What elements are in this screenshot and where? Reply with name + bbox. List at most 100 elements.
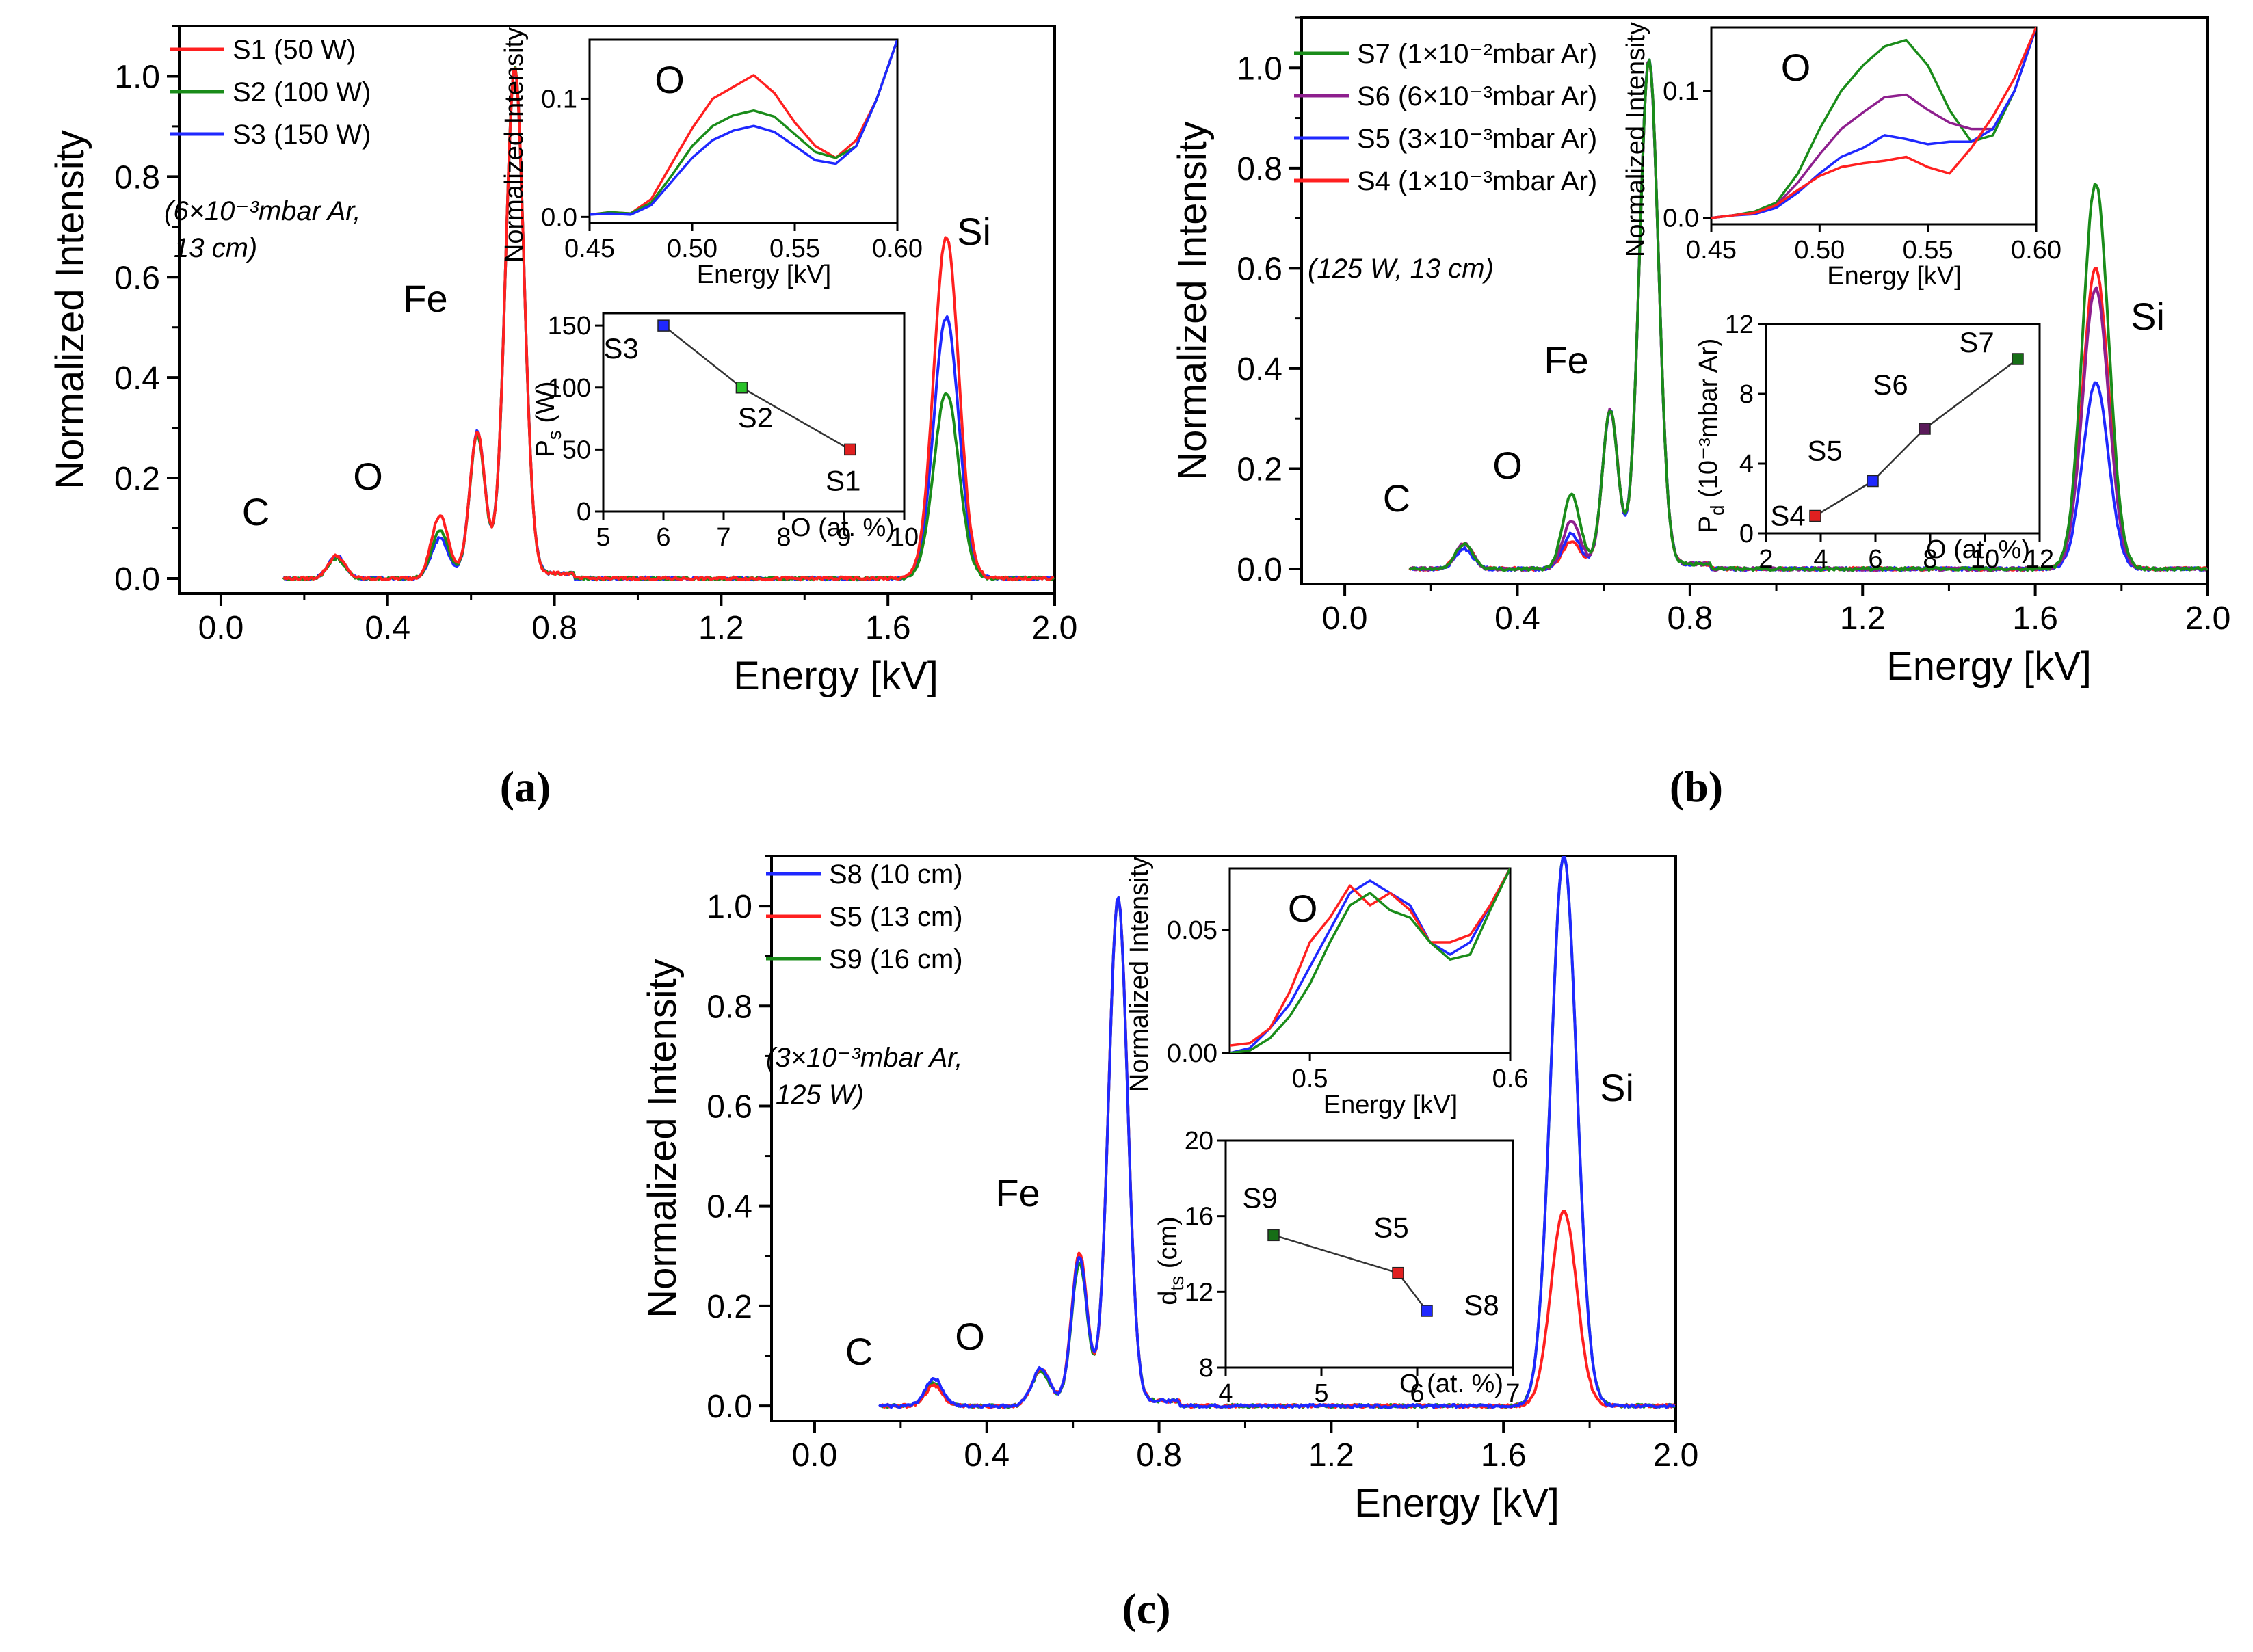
legend-entry-S7: S7 (1×10⁻²mbar Ar) [1357, 39, 1597, 69]
inset2-point-label-S3: S3 [603, 332, 638, 364]
y-tick-label: 0.2 [707, 1289, 752, 1325]
inset2-point-S3 [657, 319, 670, 332]
inset2-point-label-S9: S9 [1242, 1182, 1277, 1214]
y-tick-label: 0.0 [1237, 552, 1282, 588]
inset2-point-S8 [1421, 1305, 1433, 1317]
element-label-C: C [1383, 477, 1410, 520]
inset2-point-label-S6: S6 [1873, 369, 1908, 401]
y-tick-label: 0.2 [114, 461, 160, 497]
inset2-x-tick-label: 6 [1410, 1379, 1424, 1408]
x-tick-label: 0.8 [1667, 600, 1713, 637]
inset2-y-tick-label: 16 [1185, 1203, 1213, 1231]
legend-entry-S6: S6 (6×10⁻³mbar Ar) [1357, 81, 1597, 111]
x-tick-label: 1.2 [1840, 600, 1886, 637]
panel-label: (b) [1670, 762, 1723, 811]
inset-y-tick-label: 0.1 [541, 85, 577, 114]
y-tick-label: 1.0 [1237, 51, 1282, 87]
inset-y-tick-label: 0.0 [1663, 204, 1699, 233]
inset2-y-tick-label: 12 [1185, 1278, 1213, 1307]
y-tick-label: 0.0 [114, 561, 160, 598]
legend-entry-S5: S5 (13 cm) [829, 902, 963, 932]
inset-series-S3 [590, 40, 897, 216]
x-tick-label: 0.4 [365, 610, 410, 646]
inset-y-tick-label: 0.00 [1167, 1039, 1217, 1068]
y-tick-label: 1.0 [707, 889, 752, 925]
inset-bottom-b-plot-frame [1765, 323, 2041, 535]
inset-bottom-a-plot-frame [602, 312, 906, 513]
x-tick-label: 0.0 [1322, 600, 1368, 637]
y-tick-label: 1.0 [114, 59, 160, 95]
element-label-O: O [353, 455, 383, 498]
inset2-point-label-S4: S4 [1770, 500, 1805, 532]
y-tick-label: 0.4 [707, 1189, 752, 1225]
inset-x-tick-label: 0.45 [564, 235, 615, 263]
chart-panel-b: 0.0 0.4 0.8 1.2 1.6 2.0 0.0 0.2 0.4 0.6 0.8 1.0 Ener… [1170, 16, 2230, 811]
legend-entry-S9: S9 (16 cm) [829, 944, 963, 974]
series-group [282, 66, 1055, 582]
element-label-Fe: Fe [1544, 338, 1588, 382]
condition-annotation: 125 W) [776, 1080, 864, 1110]
inset-x-tick-label: 0.45 [1686, 236, 1737, 265]
inset-x-label: Energy [kV] [697, 261, 831, 289]
legend-entry-S5: S5 (3×10⁻³mbar Ar) [1357, 124, 1597, 154]
condition-annotation: (3×10⁻³mbar Ar, [766, 1043, 963, 1073]
inset2-y-tick-label: 20 [1185, 1127, 1213, 1156]
inset2-x-tick-label: 10 [890, 523, 919, 552]
inset2-x-tick-label: 5 [1314, 1379, 1328, 1408]
chart-panel-a: 0.0 0.4 0.8 1.2 1.6 2.0 0.0 0.2 0.4 0.6 0.8 1.0 Ener… [48, 25, 1078, 811]
y-tick-label: 0.8 [114, 159, 160, 196]
inset-y-tick-label: 0.05 [1167, 916, 1217, 945]
legend-entry-S8: S8 (10 cm) [829, 860, 963, 890]
y-axis-label: Normalized Intensity [48, 130, 92, 489]
inset-x-tick-label: 0.6 [1492, 1065, 1529, 1093]
inset2-x-tick-label: 2 [1758, 545, 1773, 574]
y-tick-label: 0.8 [707, 989, 752, 1025]
inset2-y-tick-label: 50 [562, 436, 591, 464]
inset-x-tick-label: 0.50 [667, 235, 717, 263]
inset2-x-tick-label: 12 [2025, 545, 2054, 574]
condition-annotation: 13 cm) [174, 233, 257, 263]
element-label-Si: Si [957, 210, 991, 253]
inset2-y-tick-label: 100 [548, 374, 591, 403]
x-tick-label: 1.2 [1308, 1437, 1354, 1474]
x-tick-label: 2.0 [1653, 1437, 1699, 1474]
inset2-x-tick-label: 7 [1505, 1379, 1520, 1408]
inset2-y-tick-label: 8 [1739, 380, 1754, 409]
inset-bottom-c-plot-frame [1224, 1139, 1514, 1369]
inset2-point-label-S1: S1 [826, 464, 860, 496]
chart-panel-c: 0.0 0.4 0.8 1.2 1.6 2.0 0.0 0.2 0.4 0.6 0.8 1.0 Ener… [640, 855, 1699, 1633]
legend-entry-S4: S4 (1×10⁻³mbar Ar) [1357, 166, 1597, 196]
y-tick-label: 0.6 [1237, 251, 1282, 287]
inset2-y-label: Pd (10⁻³mbar Ar) [1694, 338, 1728, 533]
x-tick-label: 2.0 [1032, 610, 1078, 646]
element-label-Si: Si [1600, 1066, 1634, 1109]
inset-x-tick-label: 0.60 [2011, 236, 2061, 265]
inset2-point-S4 [1809, 509, 1821, 522]
y-tick-label: 0.6 [114, 260, 160, 296]
element-label-C: C [845, 1330, 873, 1373]
x-axis-label: Energy [kV] [733, 654, 938, 698]
inset-series-S9 [1230, 868, 1510, 1053]
inset-x-tick-label: 0.60 [872, 235, 923, 263]
inset2-x-tick-label: 7 [716, 523, 730, 552]
inset2-point-S5 [1867, 475, 1879, 488]
x-tick-label: 1.2 [698, 610, 744, 646]
inset-top-b-plot-frame [1710, 26, 2038, 226]
condition-annotation: (125 W, 13 cm) [1308, 254, 1494, 284]
inset-y-tick-label: 0.0 [541, 203, 577, 232]
inset2-point-label-S8: S8 [1464, 1289, 1499, 1321]
inset-y-label: Normalized Intensity [1125, 857, 1154, 1092]
inset2-x-tick-label: 6 [1868, 545, 1882, 574]
legend-entry-S2: S2 (100 W) [233, 77, 371, 107]
inset-series-S8 [1230, 868, 1510, 1053]
inset2-point-S6 [1919, 423, 1931, 435]
inset2-point-label-S2: S2 [738, 401, 773, 434]
inset-element-label: O [1781, 46, 1811, 89]
inset2-trend-line [1815, 358, 2018, 517]
element-label-Fe: Fe [403, 277, 447, 320]
legend-entry-S1: S1 (50 W) [233, 35, 356, 65]
x-axis-label: Energy [kV] [1354, 1481, 1559, 1526]
inset-element-label: O [655, 58, 685, 101]
series-line-S8 [878, 856, 1676, 1409]
x-tick-label: 1.6 [1481, 1437, 1527, 1474]
